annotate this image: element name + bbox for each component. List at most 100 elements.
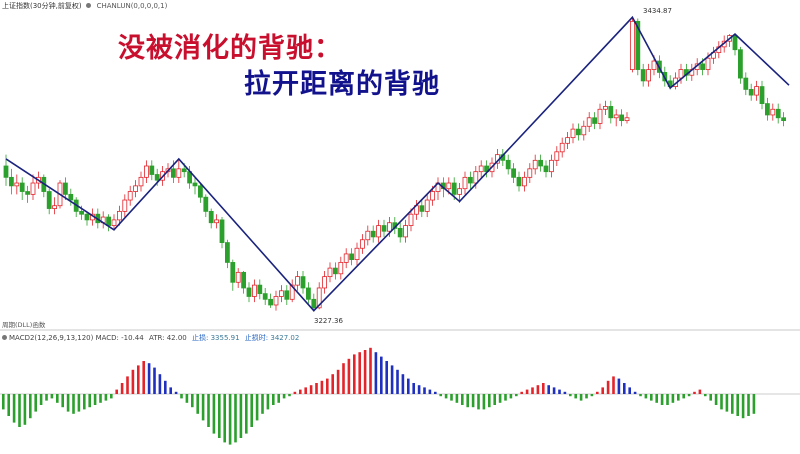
macd-bar: [315, 383, 318, 394]
candle: [246, 282, 252, 303]
macd-bar: [601, 387, 604, 394]
candle: [63, 177, 68, 201]
candle-body: [543, 165, 549, 173]
candle: [41, 174, 47, 198]
macd-bar: [342, 363, 345, 394]
candle: [251, 279, 257, 303]
candle-body: [640, 69, 646, 82]
candle: [689, 63, 695, 81]
candle-body: [332, 267, 338, 275]
candle-body: [327, 267, 333, 278]
macd-bar: [585, 394, 588, 399]
candle-body: [284, 290, 290, 300]
candle-body: [743, 77, 749, 90]
macd-bar: [660, 394, 664, 405]
macd-bar: [569, 394, 572, 397]
left-caption: 周期(DLL)函数: [2, 321, 46, 329]
macd-bar: [461, 394, 464, 405]
candle-body: [262, 293, 268, 300]
candle: [505, 154, 511, 175]
candle-body: [127, 191, 133, 201]
macd-bar: [331, 374, 334, 394]
candle: [586, 112, 592, 132]
candle: [543, 160, 549, 178]
candle: [284, 285, 290, 305]
candle: [365, 225, 371, 246]
macd-bar: [174, 391, 178, 394]
macd-bar: [169, 387, 172, 394]
candle: [511, 163, 517, 184]
macd-bar: [320, 380, 324, 394]
candle: [14, 174, 20, 195]
stop-time-label: 止损时:: [244, 334, 269, 342]
high-price-label: 3434.87: [643, 7, 672, 15]
candle-body: [376, 225, 382, 238]
candle: [300, 270, 306, 294]
candle-body: [14, 182, 20, 187]
candle-body: [505, 159, 511, 170]
candle: [738, 46, 743, 84]
candle-body: [754, 86, 759, 96]
macd-bar: [466, 394, 469, 408]
candle-body: [203, 196, 209, 212]
chart-header: 上证指数(30分钟,前复权) CHANLUN(0,0,0,0,1): [2, 1, 167, 11]
macd-bar: [558, 389, 561, 394]
macd-bar: [412, 383, 415, 394]
candle-body: [451, 182, 457, 195]
candle-body: [19, 182, 25, 192]
macd-bar: [272, 394, 275, 405]
macd-bar: [504, 394, 507, 401]
candle-body: [624, 117, 630, 122]
macd-bar: [7, 394, 10, 416]
macd-bar: [693, 391, 696, 394]
candle: [775, 103, 781, 124]
macd-bar: [482, 394, 486, 410]
candle-body: [770, 108, 776, 116]
stop-time-value: 3427.02: [270, 334, 300, 342]
candle-body: [133, 185, 139, 192]
candle-body: [257, 284, 263, 295]
macd-bar: [752, 394, 756, 414]
macd-bar: [633, 391, 637, 394]
candle-body: [678, 69, 684, 79]
macd-value: MACD: -10.44: [95, 334, 144, 342]
candle-body: [397, 227, 403, 238]
candle: [203, 194, 209, 218]
candle: [576, 123, 581, 141]
macd-bar: [34, 394, 37, 412]
macd-bar: [2, 394, 5, 410]
candle-body: [149, 165, 155, 175]
candle-body: [522, 176, 527, 187]
candle-body: [613, 114, 619, 119]
candle-body: [608, 106, 614, 119]
macd-bar: [185, 394, 189, 403]
candle-body: [25, 191, 31, 195]
macd-bar: [628, 387, 631, 394]
candle: [630, 17, 635, 73]
candle-body: [457, 188, 463, 195]
candle: [640, 63, 646, 87]
macd-bar: [282, 394, 286, 399]
candle: [111, 214, 117, 230]
candle-body: [214, 219, 220, 224]
candle-body: [343, 253, 349, 263]
macd-bar: [18, 394, 21, 427]
candle: [349, 248, 355, 266]
macd-bar: [29, 394, 32, 419]
candle: [770, 103, 776, 121]
candle: [338, 256, 344, 280]
macd-bar: [45, 394, 48, 401]
macd-bar: [228, 394, 232, 445]
candle: [522, 171, 527, 192]
macd-indicator-label: MACD2(12,26,9,13,120): [9, 334, 94, 342]
candle-body: [646, 69, 651, 82]
candle-body: [224, 242, 230, 263]
candle-body: [8, 176, 14, 187]
candle: [219, 217, 225, 249]
macd-bar: [498, 394, 502, 403]
chanlun-stroke-line: [5, 15, 790, 312]
macd-bar: [153, 367, 156, 394]
macd-bar: [455, 394, 459, 403]
macd-dot-icon: [2, 335, 7, 340]
candle: [84, 211, 90, 226]
